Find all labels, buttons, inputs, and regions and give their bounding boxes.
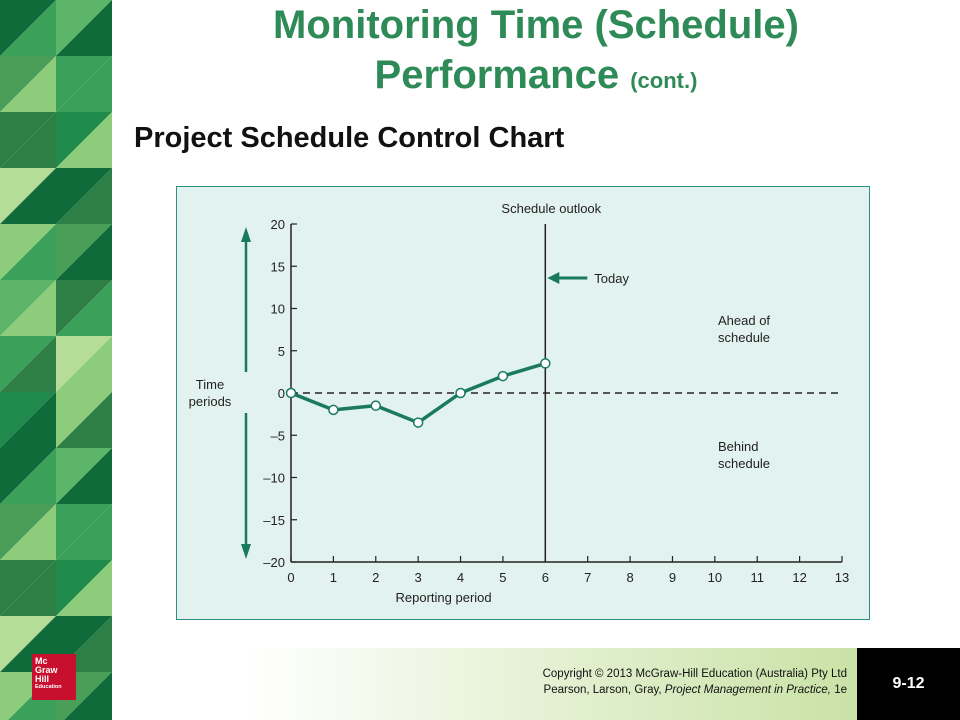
x-tick-label: 0 xyxy=(287,570,294,585)
sidebar-triangle xyxy=(64,672,112,720)
x-tick-label: 2 xyxy=(372,570,379,585)
x-tick-label: 11 xyxy=(750,570,764,585)
sidebar-triangle xyxy=(0,336,56,392)
sidebar-triangle xyxy=(56,224,112,280)
slide-title: Monitoring Time (Schedule) Performance (… xyxy=(112,0,960,106)
x-tick-label: 4 xyxy=(457,570,464,585)
ahead-label-line2: schedule xyxy=(718,330,770,345)
sidebar-triangle xyxy=(0,224,56,280)
x-tick-label: 9 xyxy=(669,570,676,585)
sidebar-triangle xyxy=(56,392,112,448)
x-tick-label: 6 xyxy=(542,570,549,585)
data-point xyxy=(328,404,339,416)
sidebar-triangle xyxy=(56,560,112,616)
y-axis-label-line1: Time xyxy=(196,377,224,392)
footer-band: Copyright © 2013 McGraw-Hill Education (… xyxy=(112,648,857,720)
data-point xyxy=(540,358,551,369)
logo-line-1: Mc xyxy=(35,656,48,666)
y-up-arrowhead xyxy=(241,227,251,242)
title-line-1: Monitoring Time (Schedule) xyxy=(273,3,799,47)
x-tick-label: 7 xyxy=(584,570,591,585)
y-tick-label: –10 xyxy=(263,471,285,486)
sidebar-triangle xyxy=(0,448,56,504)
behind-label-line1: Behind xyxy=(718,439,758,454)
title-line-2: Performance xyxy=(374,53,620,97)
sidebar-triangle xyxy=(56,280,112,336)
logo-line-4: Education xyxy=(35,684,62,690)
copyright-line-1: Copyright © 2013 McGraw-Hill Education (… xyxy=(542,668,847,680)
sidebar-triangle xyxy=(56,168,112,224)
copyright-authors: Pearson, Larson, Gray, xyxy=(543,684,662,696)
x-tick-label: 8 xyxy=(626,570,633,585)
data-point xyxy=(497,370,509,382)
copyright-edition: 1e xyxy=(834,684,847,696)
y-tick-label: 20 xyxy=(271,217,285,232)
sidebar-triangle xyxy=(56,112,112,168)
chart-panel: 20 15 10 5 0 –5 –10 –15 –20 0 1 2 3 4 5 6 7 8 9 10 11 12 13 Rep… xyxy=(176,186,870,620)
x-tick-label: 10 xyxy=(708,570,722,585)
logo-line-2: Graw xyxy=(35,665,58,675)
data-point xyxy=(370,400,382,411)
x-tick-label: 13 xyxy=(835,570,849,585)
sidebar-triangle xyxy=(0,56,56,112)
copyright-notice: Copyright © 2013 McGraw-Hill Education (… xyxy=(543,666,847,698)
title-suffix: (cont.) xyxy=(630,68,698,93)
y-tick-label: 10 xyxy=(271,302,285,317)
sidebar-triangle xyxy=(0,112,56,168)
sidebar-triangle xyxy=(0,560,56,616)
logo-line-3: Hill xyxy=(35,674,50,684)
y-down-arrowhead xyxy=(241,544,251,559)
sidebar-triangle xyxy=(0,392,56,448)
today-arrowhead xyxy=(547,272,560,284)
sidebar-triangle xyxy=(56,56,112,112)
slide-subtitle: Project Schedule Control Chart xyxy=(134,122,565,154)
decorative-sidebar xyxy=(0,0,112,720)
sidebar-triangle xyxy=(0,168,56,224)
copyright-book-title: Project Management in Practice, xyxy=(664,684,831,696)
y-tick-label: 5 xyxy=(278,344,285,359)
sidebar-triangle xyxy=(0,280,56,336)
sidebar-triangle xyxy=(56,448,112,504)
y-axis-label-line2: periods xyxy=(189,394,232,409)
data-point xyxy=(412,417,424,428)
today-label: Today xyxy=(594,271,629,286)
mcgraw-hill-logo: Mc Graw Hill Education xyxy=(32,654,76,700)
sidebar-triangle xyxy=(56,336,112,392)
sidebar-triangle xyxy=(56,504,112,560)
behind-label-line2: schedule xyxy=(718,456,770,471)
data-point xyxy=(455,387,466,399)
y-tick-label: 0 xyxy=(278,386,285,401)
schedule-outlook-label: Schedule outlook xyxy=(501,201,601,216)
x-tick-label: 5 xyxy=(499,570,506,585)
sidebar-triangle xyxy=(0,504,56,560)
x-tick-label: 12 xyxy=(792,570,806,585)
y-tick-label: –20 xyxy=(263,555,285,570)
ahead-label-line1: Ahead of xyxy=(718,313,770,328)
x-tick-label: 3 xyxy=(415,570,422,585)
x-tick-label: 1 xyxy=(330,570,337,585)
sidebar-triangle xyxy=(56,0,112,56)
y-tick-label: –15 xyxy=(263,513,285,528)
slide-number: 9-12 xyxy=(857,648,960,720)
sidebar-triangle xyxy=(0,0,56,56)
x-axis-label: Reporting period xyxy=(396,590,492,605)
copyright-line-2: Pearson, Larson, Gray, Project Managemen… xyxy=(543,682,847,698)
data-point xyxy=(285,387,297,399)
y-tick-label: –5 xyxy=(271,428,285,443)
y-tick-label: 15 xyxy=(271,259,285,274)
